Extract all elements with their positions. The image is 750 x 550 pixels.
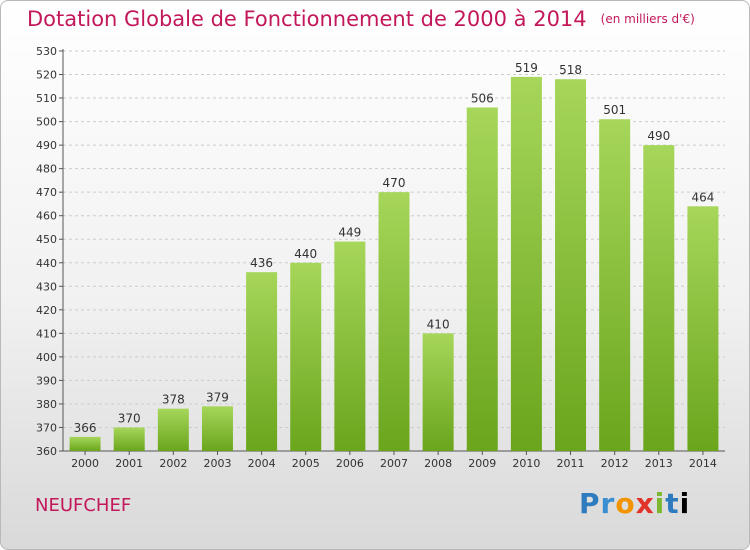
chart-title: Dotation Globale de Fonctionnement de 20… [27,7,695,31]
x-tick-label: 2002 [159,457,187,470]
bar [643,145,675,451]
x-tick-label: 2003 [203,457,231,470]
x-tick-label: 2012 [601,457,629,470]
y-tick-label: 370 [36,421,57,434]
x-tick-label: 2011 [557,457,585,470]
x-tick-label: 2000 [71,457,99,470]
bar [510,76,542,451]
logo-letter: x [635,487,655,520]
data-label: 440 [294,247,317,261]
y-tick-label: 430 [36,280,57,293]
x-tick-label: 2006 [336,457,364,470]
y-tick-label: 520 [36,69,57,82]
logo-letter: o [615,487,636,520]
x-tick-label: 2001 [115,457,143,470]
y-tick-label: 530 [36,45,57,58]
bar [599,119,631,451]
y-tick-label: 470 [36,186,57,199]
data-label: 518 [559,63,582,77]
y-tick-label: 440 [36,257,57,270]
y-tick-label: 410 [36,327,57,340]
y-tick-label: 500 [36,116,57,129]
x-tick-label: 2014 [689,457,717,470]
data-label: 464 [691,190,714,204]
bar [201,406,233,451]
axes: 360 370 380 390 400 410 420 430 440 450 460 470 480 4… [36,45,725,458]
logo-letter: P [579,487,601,520]
logo-letter: r [600,487,616,520]
data-label: 378 [162,393,185,407]
data-label: 436 [250,256,273,270]
data-label: 410 [427,317,450,331]
y-tick-label: 510 [36,92,57,105]
data-label: 519 [515,61,538,75]
y-tick-label: 400 [36,351,57,364]
labels: 366 2000 370 2001 378 2002 379 2003 436 2004 440 20… [71,61,717,470]
data-label: 501 [603,103,626,117]
bar [113,427,145,451]
y-tick-label: 380 [36,398,57,411]
x-tick-label: 2007 [380,457,408,470]
bar [69,436,101,451]
data-label: 370 [118,411,141,425]
bar [687,206,719,451]
x-tick-label: 2005 [292,457,320,470]
chart-title-unit: (en milliers d'€) [600,12,695,26]
y-tick-label: 490 [36,139,57,152]
data-label: 379 [206,390,229,404]
bar [334,241,366,451]
bar [246,272,278,451]
data-label: 490 [647,129,670,143]
y-tick-label: 420 [36,304,57,317]
proxiti-logo: Proxiti [579,487,690,520]
x-tick-label: 2013 [645,457,673,470]
data-label: 470 [383,176,406,190]
commune-name: NEUFCHEF [35,495,132,516]
y-tick-label: 460 [36,210,57,223]
bar [157,408,189,451]
bar [422,333,454,451]
bar [290,262,322,451]
bar [555,79,587,451]
y-tick-label: 450 [36,233,57,246]
x-tick-label: 2008 [424,457,452,470]
x-tick-label: 2009 [468,457,496,470]
logo-letter: i [679,487,691,520]
bar [466,107,498,452]
data-label: 506 [471,91,494,105]
logo-letter: i [654,487,666,520]
x-tick-label: 2004 [248,457,276,470]
x-tick-label: 2010 [512,457,540,470]
bar [378,192,410,452]
chart-title-text: Dotation Globale de Fonctionnement de 20… [27,7,587,31]
data-label: 366 [74,421,97,435]
y-tick-label: 360 [36,445,57,458]
logo-letter: t [665,487,680,520]
data-label: 449 [338,226,361,240]
bars [69,76,719,452]
y-tick-label: 480 [36,163,57,176]
y-tick-label: 390 [36,374,57,387]
